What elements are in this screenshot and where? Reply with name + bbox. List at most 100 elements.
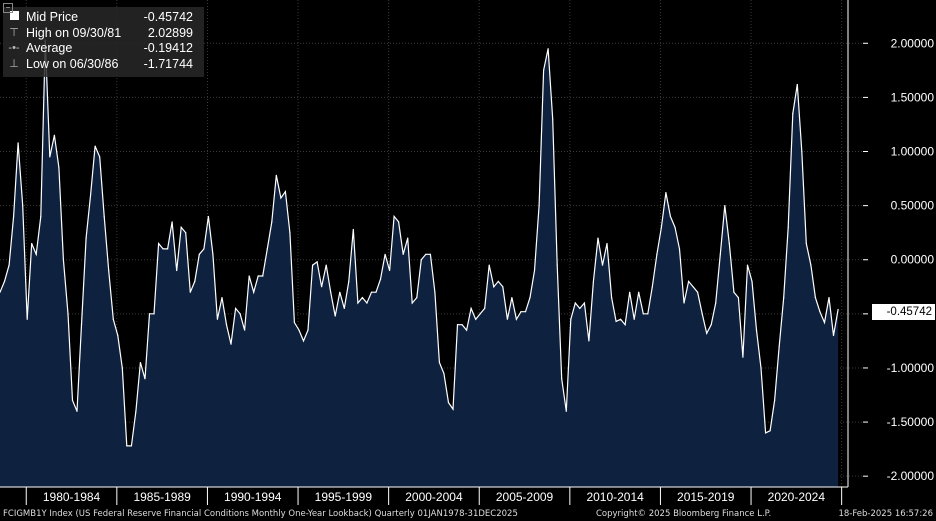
data-point <box>493 286 495 288</box>
data-point <box>823 321 826 324</box>
data-point <box>334 315 336 317</box>
data-point <box>601 264 604 266</box>
data-point <box>144 378 146 380</box>
data-point <box>139 361 142 364</box>
data-point <box>660 226 662 228</box>
data-point <box>592 280 595 282</box>
y-tick-label: 0.00000 <box>891 253 935 267</box>
data-point <box>67 313 69 315</box>
data-point <box>674 226 676 228</box>
y-tick-label: -1.50000 <box>887 415 935 429</box>
data-point <box>733 291 735 293</box>
data-point <box>470 307 472 310</box>
x-tick-label: 2010-2014 <box>586 490 644 504</box>
data-point <box>814 297 817 299</box>
data-point <box>117 334 119 337</box>
data-point <box>348 280 350 282</box>
data-point <box>665 192 667 194</box>
legend[interactable]: Mid Price -0.45742 ⊤ High on 09/30/81 2.… <box>3 7 204 77</box>
data-point <box>375 291 377 293</box>
data-point <box>316 261 318 263</box>
data-point <box>58 167 60 169</box>
data-point <box>298 329 300 331</box>
legend-item-mid-price[interactable]: Mid Price -0.45742 <box>7 10 204 26</box>
footer-timestamp: 18-Feb-2025 16:57:26 <box>838 509 933 519</box>
data-point <box>411 302 413 304</box>
data-point <box>719 253 721 255</box>
data-point <box>398 221 400 223</box>
data-point <box>212 253 214 255</box>
data-point <box>230 343 232 345</box>
legend-collapse-icon[interactable]: − <box>3 3 13 13</box>
data-point <box>819 311 821 313</box>
data-point <box>62 259 65 261</box>
data-point <box>506 318 508 320</box>
data-point <box>76 410 78 412</box>
legend-item-average[interactable]: -•- Average -0.19412 <box>7 41 204 57</box>
data-point <box>678 248 681 250</box>
legend-item-high[interactable]: ⊤ High on 09/30/81 2.02899 <box>7 26 204 42</box>
data-point <box>357 302 359 304</box>
data-point <box>683 302 685 304</box>
data-point <box>624 324 626 326</box>
data-point <box>153 313 155 315</box>
data-point <box>90 194 92 196</box>
data-point <box>0 291 1 293</box>
data-point <box>108 269 110 272</box>
data-point <box>810 264 812 266</box>
data-point <box>293 321 296 324</box>
data-point <box>343 307 345 310</box>
data-point <box>701 313 703 315</box>
data-point <box>271 221 273 223</box>
series-line <box>0 39 839 447</box>
data-point <box>339 291 341 293</box>
data-point <box>234 307 237 310</box>
footer-bar: FCIGMB1Y Index (US Federal Reserve Finan… <box>0 507 936 521</box>
x-axis: 1980-1984 1985-1989 1990-1994 1995-1999 2000… <box>0 486 848 505</box>
data-point <box>751 280 753 282</box>
data-point <box>26 318 28 320</box>
data-point <box>126 445 128 447</box>
data-point <box>194 280 196 282</box>
data-point <box>447 401 450 404</box>
data-point <box>189 291 191 293</box>
data-point <box>366 302 368 304</box>
data-point <box>370 291 373 293</box>
high-marker-icon: ⊤ <box>9 26 19 39</box>
y-tick-label: 0.50000 <box>891 199 935 213</box>
data-point <box>502 286 504 288</box>
data-point <box>12 215 15 218</box>
data-point <box>207 215 209 218</box>
data-point <box>610 297 613 299</box>
data-point <box>465 329 468 331</box>
footer-ticker-description: FCIGMB1Y Index (US Federal Reserve Finan… <box>3 509 518 519</box>
data-point <box>556 264 558 266</box>
data-point <box>647 313 649 315</box>
y-tick-label: -2.00000 <box>887 469 935 483</box>
data-point <box>742 356 744 358</box>
data-point <box>443 372 445 374</box>
low-marker-icon: ⊥ <box>9 57 19 70</box>
data-point <box>429 253 431 255</box>
data-point <box>837 308 839 311</box>
data-point <box>221 297 223 299</box>
series-points <box>0 39 839 447</box>
data-point <box>361 297 363 299</box>
data-point <box>266 248 268 250</box>
data-point <box>552 118 554 120</box>
data-point <box>438 361 441 364</box>
data-point <box>579 307 581 310</box>
data-point <box>638 291 640 293</box>
data-point <box>379 278 382 280</box>
data-point <box>561 378 563 380</box>
legend-item-low[interactable]: ⊥ Low on 06/30/86 -1.71744 <box>7 57 204 73</box>
data-point <box>574 302 576 304</box>
data-point <box>687 280 690 282</box>
x-tick-label: 1980-1984 <box>43 490 101 504</box>
data-point <box>715 302 717 304</box>
data-point <box>148 313 151 315</box>
data-point <box>239 313 241 315</box>
data-point <box>796 83 798 86</box>
data-point <box>760 367 762 369</box>
data-point <box>524 311 527 313</box>
